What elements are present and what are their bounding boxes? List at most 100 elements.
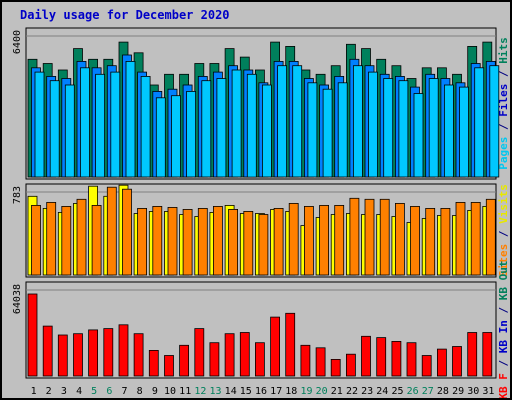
kbytes-legend-part: /	[497, 353, 510, 373]
sites-visits-sites-bar	[167, 206, 178, 276]
pages-files-hits-pages-bar	[140, 76, 151, 178]
kbytes-kb-f-bar	[315, 347, 326, 377]
sites-visits-sites-bar	[334, 204, 345, 276]
kbytes-kb-f-bar	[42, 325, 53, 377]
sites-visits-sites-bar	[182, 208, 193, 276]
x-tick-label: 20	[316, 386, 328, 397]
kbytes-legend-part: /	[497, 300, 510, 320]
kbytes-kb-f-bar	[436, 348, 447, 377]
x-tick-label: 10	[164, 386, 176, 397]
pages-files-hits-pages-bar	[292, 65, 303, 178]
x-tick-label: 15	[240, 386, 252, 397]
sites-visits-sites-bar	[197, 207, 208, 276]
pages-files-hits-pages-bar	[80, 67, 90, 178]
pages-files-hits-ymax-label: 6400	[12, 30, 23, 54]
sites-visits-sites-bar	[349, 197, 360, 276]
pages-files-hits-legend-part: Files	[497, 84, 510, 117]
x-tick-label: 11	[179, 386, 191, 397]
pages-files-hits-pages-bar	[428, 78, 439, 178]
kbytes-panel: 64038 KB F / KB In / KB Out	[12, 260, 510, 398]
sites-visits-sites-bar	[288, 202, 299, 276]
kbytes-legend-part: KB In	[497, 320, 510, 353]
kbytes-kb-f-bar	[118, 324, 129, 377]
x-tick-label: 18	[285, 386, 297, 397]
sites-visits-sites-bar	[258, 214, 269, 276]
kbytes-kb-f-bar	[285, 312, 296, 377]
sites-visits-sites-bar	[319, 204, 330, 276]
x-tick-label: 1	[31, 386, 37, 397]
kbytes-kb-f-bar	[88, 329, 98, 377]
sites-visits-panel: 783 Sites / Visits	[12, 183, 510, 278]
x-tick-label: 31	[482, 386, 494, 397]
kbytes-kb-f-bar	[239, 332, 250, 377]
kbytes-kb-f-bar	[391, 340, 402, 377]
x-tick-label: 6	[106, 386, 112, 397]
pages-files-hits-pages-bar	[398, 80, 409, 178]
x-tick-label: 16	[255, 386, 267, 397]
sites-visits-sites-bar	[212, 205, 223, 276]
sites-visits-legend-part: /	[497, 224, 510, 244]
kbytes-legend-part: KB Out	[497, 260, 510, 300]
pages-files-hits-pages-bar	[49, 80, 60, 178]
kbytes-kb-f-bar	[133, 333, 144, 377]
x-tick-label: 26	[407, 386, 419, 397]
chart-title: Daily usage for December 2020	[20, 8, 230, 22]
sites-visits-sites-bar	[273, 207, 284, 276]
sites-visits-sites-bar	[76, 198, 87, 276]
pages-files-hits-pages-bar	[64, 84, 75, 178]
pages-files-hits-pages-bar	[489, 65, 500, 178]
x-tick-label: 30	[467, 386, 479, 397]
x-tick-label: 14	[225, 386, 237, 397]
kbytes-kb-f-bar	[224, 333, 235, 377]
x-tick-label: 21	[331, 386, 343, 397]
kbytes-legend-label: KB F / KB In / KB Out	[497, 260, 510, 398]
x-tick-label: 8	[137, 386, 143, 397]
x-tick-label: 5	[91, 386, 97, 397]
sites-visits-sites-bar	[425, 207, 436, 276]
sites-visits-sites-bar	[394, 202, 405, 276]
pages-files-hits-pages-bar	[307, 82, 318, 178]
x-tick-label: 24	[376, 386, 388, 397]
pages-files-hits-pages-bar	[216, 78, 227, 178]
sites-visits-legend-part: Sites	[497, 244, 510, 277]
pages-files-hits-pages-bar	[201, 80, 212, 178]
x-tick-label: 13	[209, 386, 221, 397]
pages-files-hits-pages-bar	[231, 69, 242, 178]
pages-files-hits-legend-part: /	[497, 117, 510, 137]
kbytes-kb-f-bar	[194, 328, 205, 377]
kbytes-kb-f-bar	[164, 355, 174, 377]
kbytes-kb-f-bar	[452, 346, 462, 377]
kbytes-kb-f-bar	[345, 353, 356, 377]
pages-files-hits-pages-bar	[246, 73, 257, 178]
x-tick-label: 3	[61, 386, 67, 397]
kbytes-kb-f-bar	[148, 349, 159, 377]
pages-files-hits-legend-part: Pages	[497, 137, 510, 170]
pages-files-hits-pages-bar	[125, 61, 136, 178]
kbytes-kb-f-bar	[254, 342, 265, 377]
pages-files-hits-pages-bar	[383, 78, 394, 178]
kbytes-kb-f-bar	[376, 337, 387, 377]
x-tick-label: 29	[452, 386, 464, 397]
x-tick-label: 4	[76, 386, 82, 397]
kbytes-kb-f-bar	[57, 334, 68, 377]
pages-files-hits-pages-bar	[186, 91, 197, 178]
pages-files-hits-pages-bar	[261, 84, 272, 178]
kbytes-ymax-label: 64038	[12, 284, 23, 314]
sites-visits-sites-bar	[152, 205, 163, 276]
sites-visits-sites-bar	[106, 186, 117, 276]
x-tick-label: 28	[437, 386, 449, 397]
pages-files-hits-panel: 6400 Pages / Files / Hits	[12, 27, 510, 180]
kbytes-kb-f-bar	[406, 342, 417, 377]
kbytes-kb-f-bar	[330, 358, 341, 377]
pages-files-hits-pages-bar	[34, 71, 45, 178]
pages-files-hits-pages-bar	[474, 67, 485, 178]
sites-visits-sites-bar	[228, 208, 239, 276]
pages-files-hits-pages-bar	[413, 93, 424, 178]
kbytes-kb-f-bar	[103, 328, 114, 377]
kbytes-kb-f-bar	[467, 332, 478, 377]
pages-files-hits-pages-bar	[337, 82, 348, 178]
pages-files-hits-pages-bar	[277, 65, 288, 178]
kbytes-kb-f-bar	[73, 333, 83, 377]
